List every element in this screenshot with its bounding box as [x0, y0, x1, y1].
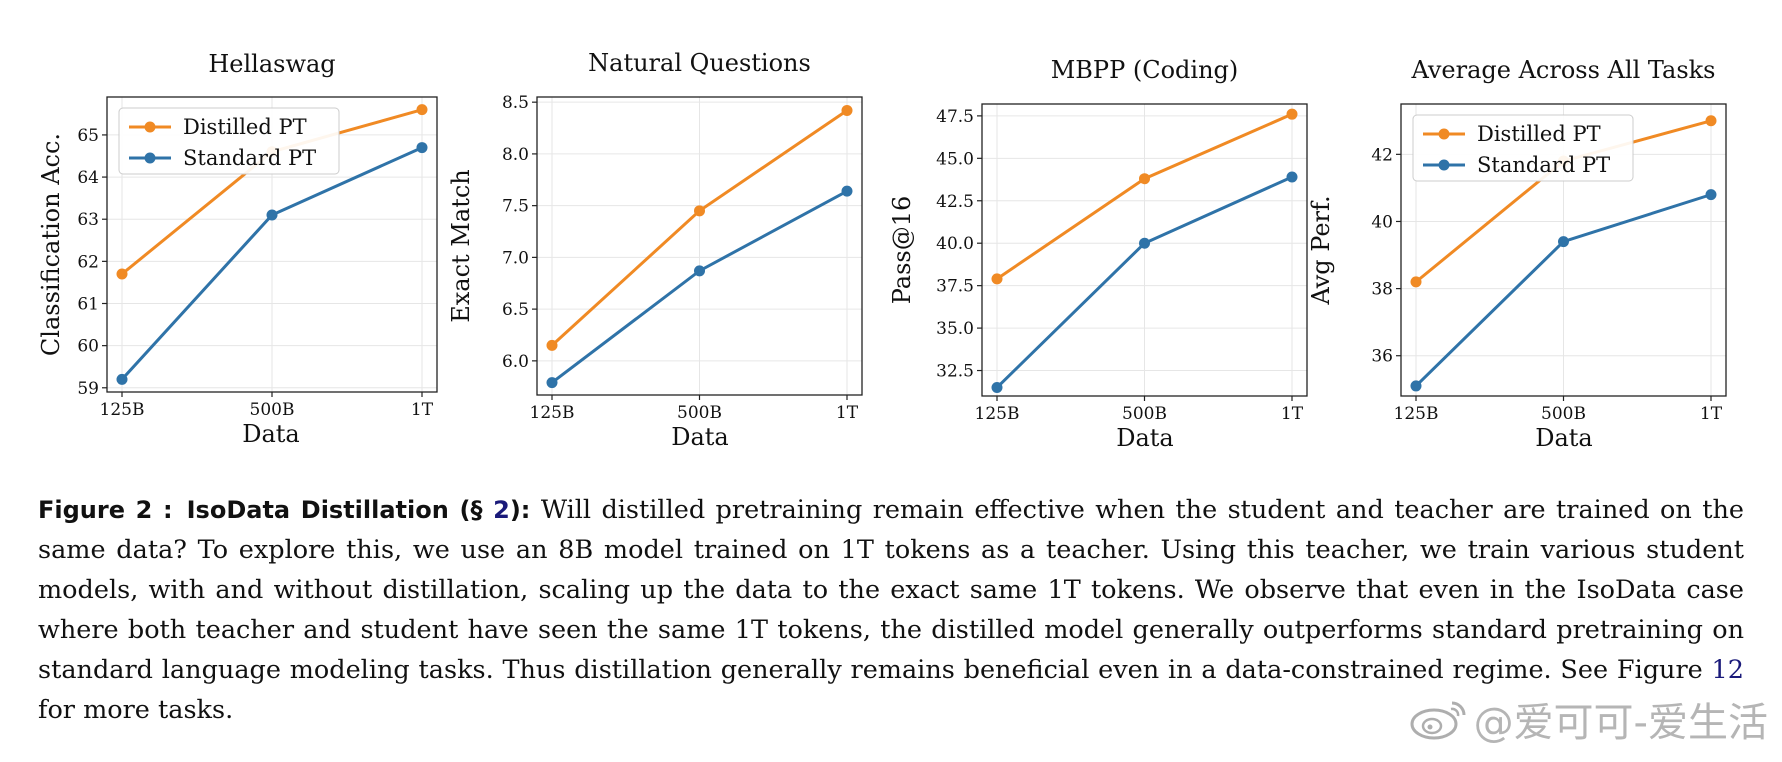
x-tick-label: 500B	[1122, 404, 1167, 424]
y-axis-label: Exact Match	[447, 169, 475, 323]
y-tick-label: 36	[1371, 347, 1393, 367]
x-tick-label: 1T	[411, 400, 434, 420]
data-point-distilled	[1139, 173, 1150, 185]
data-point-standard	[991, 382, 1003, 394]
y-tick-label: 64	[77, 168, 99, 188]
chart-title: Hellaswag	[208, 50, 335, 78]
caption-title: IsoData Distillation (§	[186, 496, 494, 524]
data-point-standard	[1705, 189, 1717, 201]
y-tick-label: 35.0	[936, 319, 974, 339]
x-tick-label: 500B	[1541, 404, 1586, 424]
y-axis-label: Pass@16	[888, 196, 916, 305]
caption-text-1: Will distilled pretraining remain effect…	[38, 495, 1745, 685]
data-point-standard	[416, 142, 428, 154]
data-point-distilled	[991, 273, 1003, 285]
x-tick-label: 1T	[1281, 404, 1304, 424]
chart-panel: 59 60 61 62 63 64 65 125B 500B 1T Hellaswag Data Cla…	[37, 50, 438, 448]
legend-label-distilled: Distilled PT	[183, 115, 307, 139]
data-point-standard	[1286, 171, 1298, 183]
chart-panel: 36 38 40 42 125B 500B 1T Average Across All Tas…	[1307, 56, 1727, 452]
legend-swatch-marker-distilled	[144, 121, 156, 133]
y-tick-label: 6.0	[502, 352, 529, 372]
x-tick-label: 500B	[250, 400, 295, 420]
data-point-standard	[841, 185, 853, 197]
x-axis-label: Data	[671, 423, 729, 451]
chart-panel: 6.0 6.5 7.0 7.5 8.0 8.5 125B 500B 1T Natural Ques…	[447, 49, 863, 451]
y-tick-label: 37.5	[936, 277, 974, 297]
y-tick-label: 60	[77, 337, 99, 357]
y-tick-label: 7.0	[502, 248, 529, 268]
y-tick-label: 61	[77, 295, 99, 315]
x-axis-label: Data	[1535, 424, 1593, 452]
legend-swatch-marker-standard	[144, 152, 156, 164]
legend-swatch-marker-standard	[1438, 159, 1450, 171]
x-tick-label: 1T	[836, 403, 859, 423]
legend-label-standard: Standard PT	[183, 146, 316, 170]
y-axis-label: Classification Acc.	[37, 133, 65, 356]
data-point-distilled	[1410, 276, 1422, 288]
legend-label-standard: Standard PT	[1477, 153, 1610, 177]
x-axis-label: Data	[242, 420, 300, 448]
legend-swatch-marker-distilled	[1438, 128, 1450, 140]
data-point-standard	[1410, 380, 1422, 392]
data-point-distilled	[116, 268, 128, 280]
legend-label-distilled: Distilled PT	[1477, 122, 1601, 146]
x-tick-label: 125B	[975, 404, 1020, 424]
y-tick-label: 65	[77, 126, 99, 146]
data-point-standard	[116, 373, 128, 385]
data-point-distilled	[1705, 115, 1717, 127]
watermark: @爱可可-爱生活	[1408, 690, 1768, 748]
y-tick-label: 62	[77, 252, 99, 272]
x-tick-label: 125B	[1394, 404, 1439, 424]
y-tick-label: 63	[77, 210, 99, 230]
y-tick-label: 32.5	[936, 362, 974, 382]
data-point-distilled	[546, 339, 558, 351]
x-tick-label: 125B	[100, 400, 145, 420]
chart-title: Average Across All Tasks	[1411, 56, 1716, 84]
data-point-standard	[546, 377, 558, 389]
caption-title-close: ):	[509, 496, 531, 524]
y-tick-label: 8.5	[502, 93, 529, 113]
y-tick-label: 6.5	[502, 300, 529, 320]
figure-charts: 59 60 61 62 63 64 65 125B 500B 1T Hellaswag Data Cla…	[37, 49, 1727, 452]
watermark-text: @爱可可-爱生活	[1473, 700, 1768, 746]
y-tick-label: 47.5	[936, 107, 974, 127]
legend: Distilled PT Standard PT	[1412, 114, 1634, 182]
y-tick-label: 7.5	[502, 197, 529, 217]
caption-text-2: for more tasks.	[38, 695, 234, 725]
data-point-standard	[1558, 236, 1569, 248]
y-tick-label: 59	[77, 379, 99, 399]
data-point-distilled	[841, 104, 853, 116]
chart-title: MBPP (Coding)	[1051, 56, 1239, 84]
weibo-logo-icon	[1410, 701, 1466, 740]
y-tick-label: 40.0	[936, 234, 974, 254]
data-point-distilled	[1286, 108, 1298, 120]
caption-label: Figure 2 :	[38, 496, 173, 524]
legend: Distilled PT Standard PT	[118, 107, 340, 175]
y-axis-label: Avg Perf.	[1307, 195, 1335, 305]
data-point-standard	[694, 265, 705, 277]
x-tick-label: 500B	[677, 403, 722, 423]
chart-title: Natural Questions	[588, 49, 811, 77]
y-tick-label: 38	[1371, 280, 1393, 300]
x-tick-label: 1T	[1700, 404, 1723, 424]
y-tick-label: 42.5	[936, 192, 974, 212]
x-axis-label: Data	[1116, 424, 1174, 452]
data-point-standard	[1139, 237, 1150, 249]
x-tick-label: 125B	[530, 403, 575, 423]
data-point-standard	[266, 209, 278, 221]
y-tick-label: 45.0	[936, 149, 974, 169]
y-tick-label: 42	[1371, 145, 1393, 165]
data-point-distilled	[694, 205, 705, 217]
chart-panel: 32.5 35.0 37.5 40.0 42.5 45.0 47.5 125B 500B 1T MB…	[888, 56, 1308, 452]
data-point-distilled	[416, 104, 428, 116]
legend-box	[118, 107, 340, 175]
caption-figure-link[interactable]: 12	[1711, 655, 1744, 685]
y-tick-label: 8.0	[502, 145, 529, 165]
legend-box	[1412, 114, 1634, 182]
caption-section-link[interactable]: 2	[493, 496, 510, 524]
y-tick-label: 40	[1371, 212, 1393, 232]
figure-caption: Figure 2 : IsoData Distillation (§ 2): Wi…	[38, 490, 1744, 730]
